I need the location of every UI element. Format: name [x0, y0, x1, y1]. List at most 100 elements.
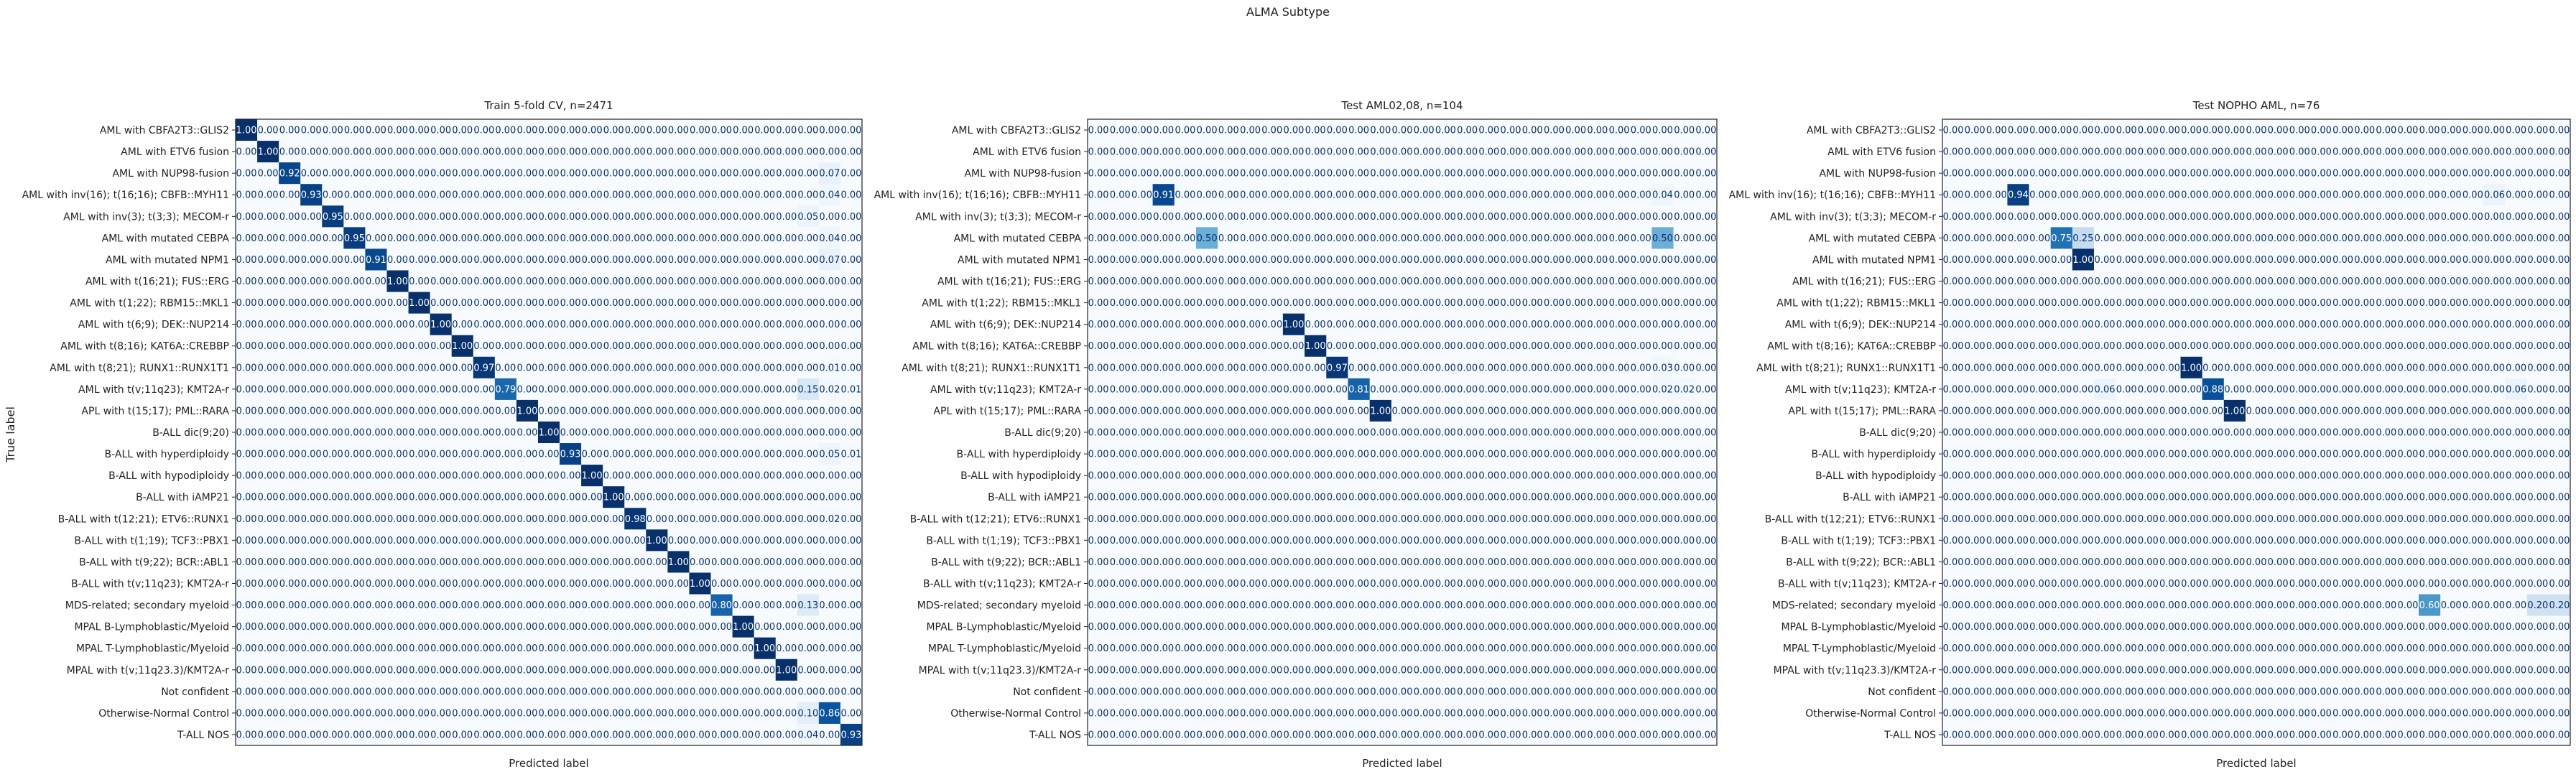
cell-value-label: 0.00	[409, 557, 430, 568]
cell-value-label: 0.00	[2527, 212, 2548, 223]
heatmap-cell	[603, 119, 625, 141]
cell-value-label: 0.00	[1261, 557, 1282, 568]
y-tick-label: B-ALL with t(v;11q23); KMT2A-r	[923, 578, 1081, 590]
cell-value-label: 0.00	[668, 471, 689, 482]
cell-value-label: 0.00	[1283, 643, 1304, 654]
cell-value-label: 0.00	[582, 450, 603, 460]
cell-value-label: 0.00	[776, 708, 797, 719]
cell-value-label: 0.00	[366, 363, 386, 373]
cell-value-label: 0.00	[625, 147, 646, 158]
cell-value-label: 0.00	[2289, 579, 2310, 590]
cell-value-label: 0.00	[1695, 557, 1716, 568]
heatmap-cell	[494, 184, 517, 206]
y-tick-label: AML with t(16;21); FUS::ERG	[85, 276, 229, 288]
cell-value-label: 0.00	[1457, 493, 1478, 503]
cell-value-label: 0.00	[840, 233, 861, 244]
cell-value-label: 0.00	[797, 190, 818, 201]
cell-value-label: 0.00	[2332, 126, 2353, 136]
cell-value-label: 0.00	[1305, 687, 1326, 697]
cell-value-label: 0.00	[1261, 255, 1282, 266]
cell-value-label: 0.00	[2181, 643, 2202, 654]
cell-value-label: 0.00	[1565, 255, 1586, 266]
cell-value-label: 0.00	[1131, 471, 1152, 482]
cell-value-label: 0.00	[1457, 169, 1478, 180]
cell-value-label: 0.00	[323, 730, 343, 740]
cell-value-label: 0.00	[2506, 471, 2526, 482]
y-tick-label: AML with ETV6 fusion	[121, 146, 229, 158]
cell-value-label: 0.00	[1943, 557, 1964, 568]
cell-value-label: 0.00	[2289, 212, 2310, 223]
cell-value-label: 0.00	[323, 276, 343, 287]
cell-value-label: 0.00	[344, 363, 365, 373]
cell-value-label: 0.00	[2332, 147, 2353, 158]
heatmap-cell	[365, 227, 387, 249]
cell-value-label: 0.00	[1457, 557, 1478, 568]
cell-value-label: 0.00	[1370, 147, 1391, 158]
cell-value-label: 0.00	[603, 471, 624, 482]
cell-value-label: 0.00	[1695, 147, 1716, 158]
cell-value-label: 0.00	[1457, 320, 1478, 330]
cell-value-label: 0.00	[1175, 320, 1195, 330]
cell-value-label: 0.00	[2419, 341, 2440, 352]
cell-value-label: 0.00	[301, 665, 322, 676]
cell-value-label: 0.00	[473, 665, 494, 676]
heatmap-cell	[365, 184, 387, 206]
cell-value-label: 0.00	[301, 687, 322, 697]
cell-value-label: 0.00	[2246, 536, 2267, 546]
cell-value-label: 0.00	[1131, 708, 1152, 719]
cell-value-label: 0.00	[1695, 730, 1716, 740]
cell-value-label: 0.00	[2159, 406, 2180, 417]
cell-value-label: 0.00	[2354, 471, 2375, 482]
heatmap-cell	[754, 162, 777, 185]
cell-value-label: 0.00	[2463, 471, 2483, 482]
cell-value-label: 0.00	[560, 471, 581, 482]
cell-value-label: 0.00	[1240, 557, 1261, 568]
cell-value-label: 0.00	[2441, 169, 2462, 180]
cell-value-label: 0.00	[2549, 536, 2570, 546]
cell-value-label: 0.00	[1943, 514, 1964, 525]
cell-value-label: 0.00	[2246, 169, 2267, 180]
cell-value-label: 0.00	[2506, 536, 2526, 546]
cell-value-label: 0.00	[1348, 579, 1369, 590]
cell-value-label: 0.00	[516, 298, 537, 309]
cell-value-label: 0.00	[301, 341, 322, 352]
cell-value-label: 0.00	[1965, 450, 1986, 460]
cell-value-label: 0.00	[301, 147, 322, 158]
cell-value-label: 0.00	[1305, 708, 1326, 719]
cell-value-label: 0.00	[2549, 406, 2570, 417]
cell-value-label: 0.00	[1240, 514, 1261, 525]
cell-value-label: 0.00	[1305, 384, 1326, 395]
cell-value-label: 0.00	[301, 622, 322, 633]
cell-value-label: 0.00	[1986, 428, 2007, 439]
cell-value-label: 0.00	[1088, 169, 1109, 180]
cell-value-label: 0.00	[1695, 126, 1716, 136]
cell-value-label: 0.00	[1392, 276, 1413, 287]
heatmap-cell	[322, 141, 344, 163]
cell-value-label: 0.00	[754, 579, 775, 590]
cell-value-label: 0.00	[236, 665, 257, 676]
cell-value-label: 0.06	[2095, 384, 2116, 395]
cell-value-label: 0.00	[754, 687, 775, 697]
cell-value-label: 0.00	[2224, 384, 2245, 395]
cell-value-label: 0.00	[409, 147, 430, 158]
cell-value-label: 0.00	[2095, 298, 2116, 309]
cell-value-label: 0.00	[539, 341, 560, 352]
cell-value-label: 0.00	[1965, 557, 1986, 568]
cell-value-label: 0.00	[1631, 384, 1651, 395]
cell-value-label: 0.00	[797, 363, 818, 373]
cell-value-label: 0.00	[2463, 622, 2483, 633]
cell-value-label: 0.00	[2268, 557, 2289, 568]
cell-value-label: 0.00	[1261, 298, 1282, 309]
cell-value-label: 0.00	[495, 233, 516, 244]
cell-value-label: 0.00	[323, 147, 343, 158]
cell-value-label: 0.00	[1218, 536, 1239, 546]
cell-value-label: 0.00	[409, 212, 430, 223]
cell-value-label: 0.00	[1631, 147, 1651, 158]
cell-value-label: 0.00	[1392, 579, 1413, 590]
cell-value-label: 0.00	[1501, 126, 1521, 136]
cell-value-label: 0.00	[1392, 493, 1413, 503]
cell-value-label: 0.00	[1283, 276, 1304, 287]
cell-value-label: 0.00	[366, 730, 386, 740]
cell-value-label: 0.00	[776, 233, 797, 244]
cell-value-label: 0.00	[1110, 276, 1131, 287]
